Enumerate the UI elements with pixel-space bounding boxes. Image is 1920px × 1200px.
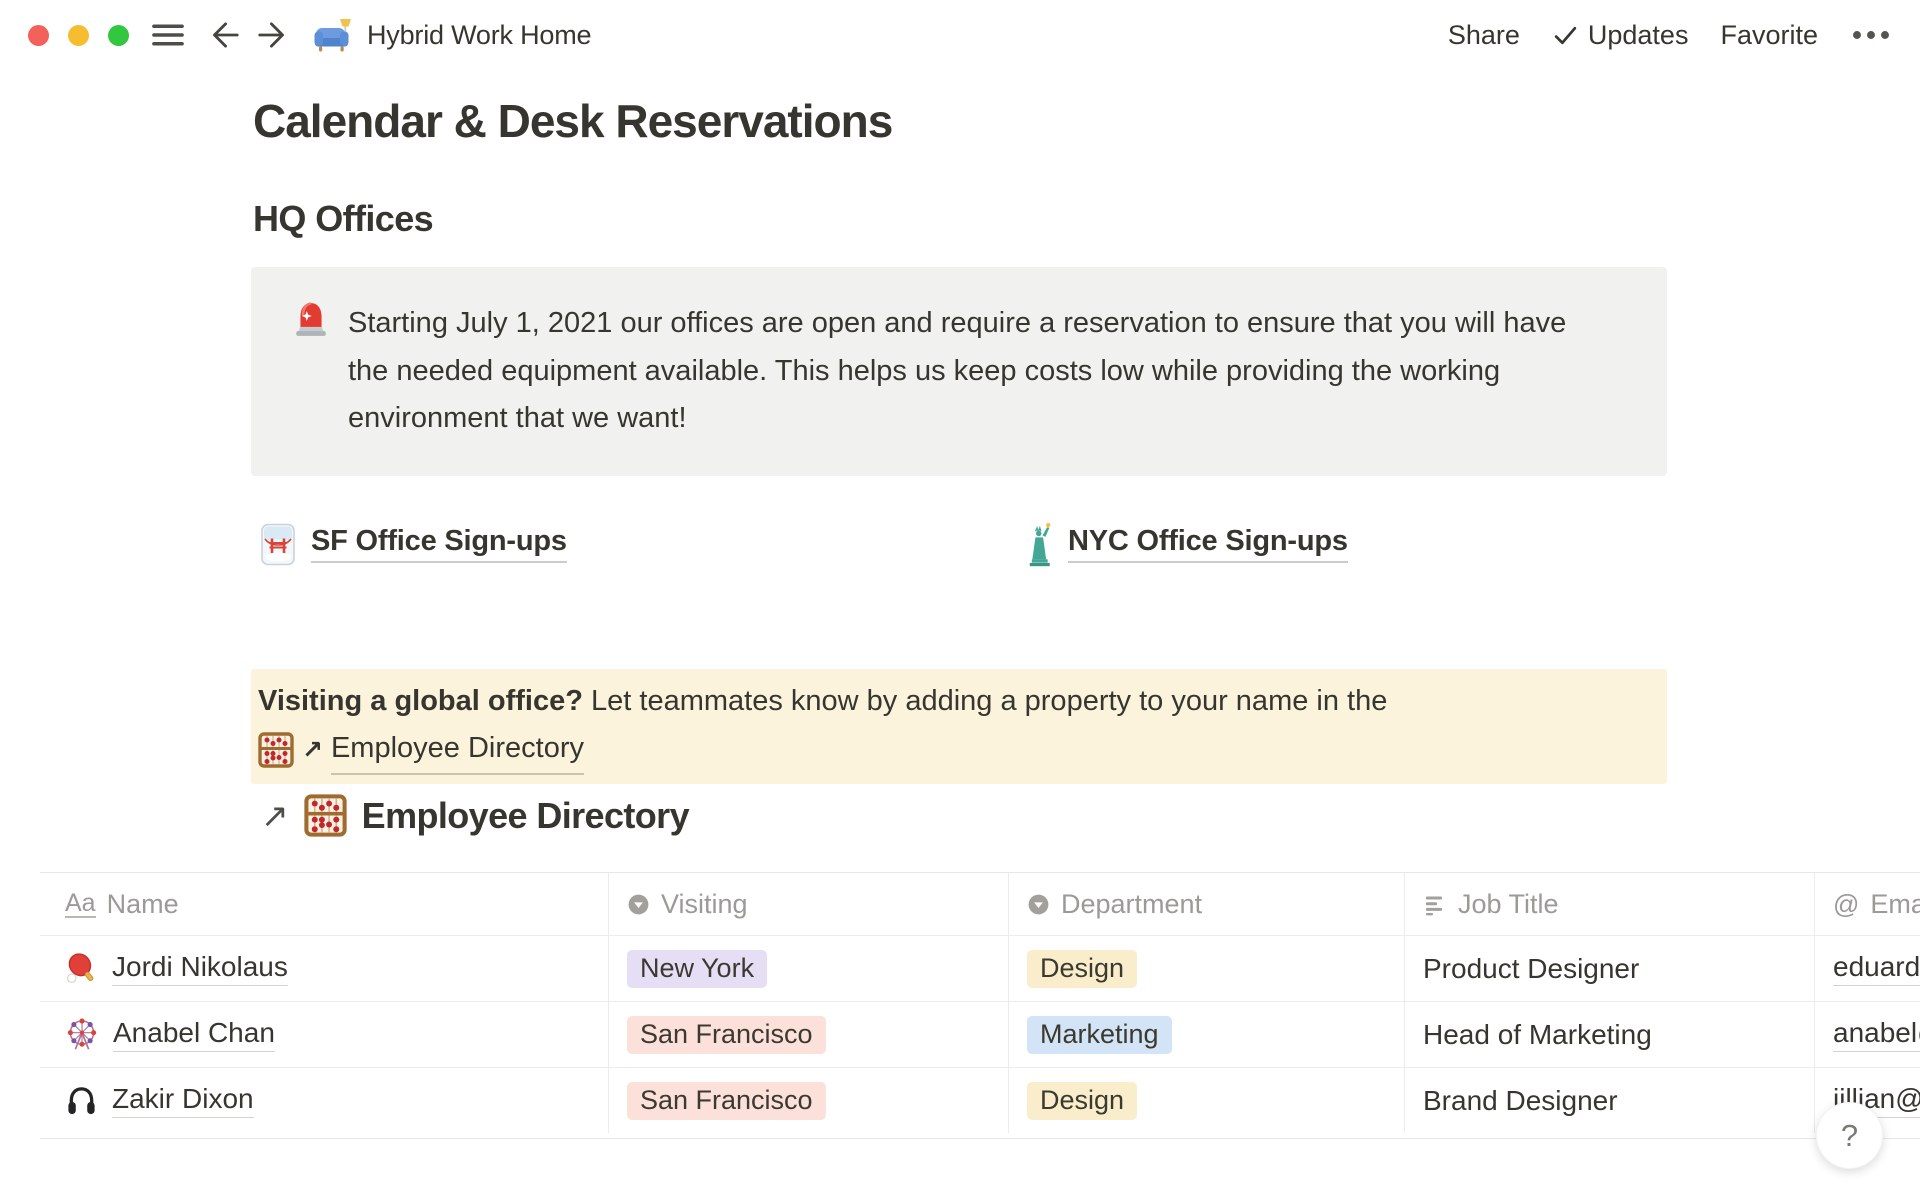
employee-directory-table: Aa Name Visiting Department — [40, 872, 1920, 1139]
linked-database-title: Employee Directory — [361, 794, 690, 836]
north-east-arrow-icon: ↗ — [302, 735, 323, 764]
title-property-icon: Aa — [65, 888, 96, 919]
visiting-tag: San Francisco — [627, 1081, 826, 1120]
nyc-office-signups-label: NYC Office Sign-ups — [1068, 525, 1348, 563]
couch-lamp-emoji — [314, 16, 354, 54]
employee-directory-inline-link[interactable]: ↗ Employee Directory — [258, 725, 584, 775]
department-tag: Marketing — [1027, 1015, 1172, 1054]
column-header-email[interactable]: @ Email — [1833, 888, 1920, 919]
notice-callout: Starting July 1, 2021 our offices are op… — [251, 267, 1667, 476]
back-arrow-icon[interactable] — [205, 16, 243, 54]
section-heading: HQ Offices — [253, 198, 434, 239]
department-cell[interactable]: Design — [1009, 936, 1405, 1001]
abacus-emoji — [258, 732, 294, 768]
table-row: Zakir Dixon San Francisco Design Brand D… — [40, 1067, 1920, 1133]
zoom-window-button[interactable] — [108, 24, 129, 46]
name-cell[interactable]: Jordi Nikolaus — [40, 936, 609, 1001]
linked-database-heading[interactable]: ↗ Employee Directory — [261, 794, 690, 837]
visiting-cell[interactable]: San Francisco — [609, 1068, 1009, 1133]
name-cell[interactable]: Zakir Dixon — [40, 1068, 609, 1133]
notice-callout-text: Starting July 1, 2021 our offices are op… — [348, 307, 1567, 434]
ferris-wheel-emoji — [65, 1017, 99, 1052]
window-controls — [28, 24, 129, 46]
nyc-office-signups-link[interactable]: NYC Office Sign-ups — [1027, 520, 1348, 568]
share-button[interactable]: Share — [1447, 19, 1520, 50]
select-property-icon — [627, 893, 650, 916]
abacus-emoji — [304, 794, 347, 837]
select-property-icon — [1027, 893, 1050, 916]
updates-button[interactable]: Updates — [1552, 20, 1688, 51]
table-row: Jordi Nikolaus New York Design Product D… — [40, 935, 1920, 1001]
job-title-cell[interactable]: Brand Designer — [1405, 1068, 1815, 1133]
window-page-title: Hybrid Work Home — [367, 19, 592, 50]
sf-office-signups-label: SF Office Sign-ups — [311, 525, 567, 563]
page-title: Calendar & Desk Reservations — [253, 95, 893, 147]
email-cell[interactable]: eduardo — [1815, 936, 1920, 1001]
help-button[interactable]: ? — [1816, 1102, 1883, 1169]
table-header-row: Aa Name Visiting Department — [40, 873, 1920, 935]
job-title-cell[interactable]: Head of Marketing — [1405, 1002, 1815, 1067]
fog-bridge-emoji — [261, 523, 295, 566]
title-bar: Hybrid Work Home Share Updates Favorite — [0, 0, 1920, 70]
visiting-callout: Visiting a global office? Let teammates … — [251, 669, 1667, 785]
email-cell[interactable]: anabel@ — [1815, 1002, 1920, 1067]
job-title-cell[interactable]: Product Designer — [1405, 936, 1815, 1001]
minimize-window-button[interactable] — [68, 24, 89, 46]
checkmark-icon — [1554, 26, 1577, 44]
table-row: Anabel Chan San Francisco Marketing Head… — [40, 1001, 1920, 1067]
column-header-name[interactable]: Aa Name — [40, 873, 609, 935]
department-tag: Design — [1027, 949, 1138, 988]
column-header-department[interactable]: Department — [1009, 873, 1405, 935]
favorite-button[interactable]: Favorite — [1720, 19, 1818, 50]
column-header-job-title[interactable]: Job Title — [1405, 873, 1815, 935]
sf-office-signups-link[interactable]: SF Office Sign-ups — [261, 520, 567, 568]
visiting-tag: San Francisco — [627, 1015, 826, 1054]
close-window-button[interactable] — [28, 24, 49, 46]
sidebar-menu-icon[interactable] — [149, 16, 187, 54]
visiting-tag: New York — [627, 949, 768, 988]
employee-directory-inline-label: Employee Directory — [330, 725, 584, 775]
ping-pong-emoji — [65, 952, 98, 985]
department-tag: Design — [1027, 1081, 1138, 1120]
headphones-emoji — [65, 1084, 98, 1117]
rotating-light-emoji — [292, 300, 330, 338]
statue-of-liberty-emoji — [1027, 522, 1052, 567]
table-bottom-divider — [40, 1133, 1920, 1139]
visiting-callout-body: Let teammates know by adding a property … — [582, 685, 1388, 717]
north-east-arrow-icon: ↗ — [261, 797, 289, 834]
more-options-icon[interactable] — [1850, 28, 1892, 42]
text-property-icon — [1423, 892, 1447, 916]
visiting-callout-lead: Visiting a global office? — [258, 685, 583, 717]
department-cell[interactable]: Marketing — [1009, 1002, 1405, 1067]
column-header-visiting[interactable]: Visiting — [609, 873, 1009, 935]
forward-arrow-icon[interactable] — [254, 16, 292, 54]
visiting-cell[interactable]: San Francisco — [609, 1002, 1009, 1067]
email-property-icon: @ — [1833, 888, 1860, 919]
department-cell[interactable]: Design — [1009, 1068, 1405, 1133]
visiting-cell[interactable]: New York — [609, 936, 1009, 1001]
topbar-actions: Share Updates Favorite — [1448, 20, 1920, 51]
name-cell[interactable]: Anabel Chan — [40, 1002, 609, 1067]
